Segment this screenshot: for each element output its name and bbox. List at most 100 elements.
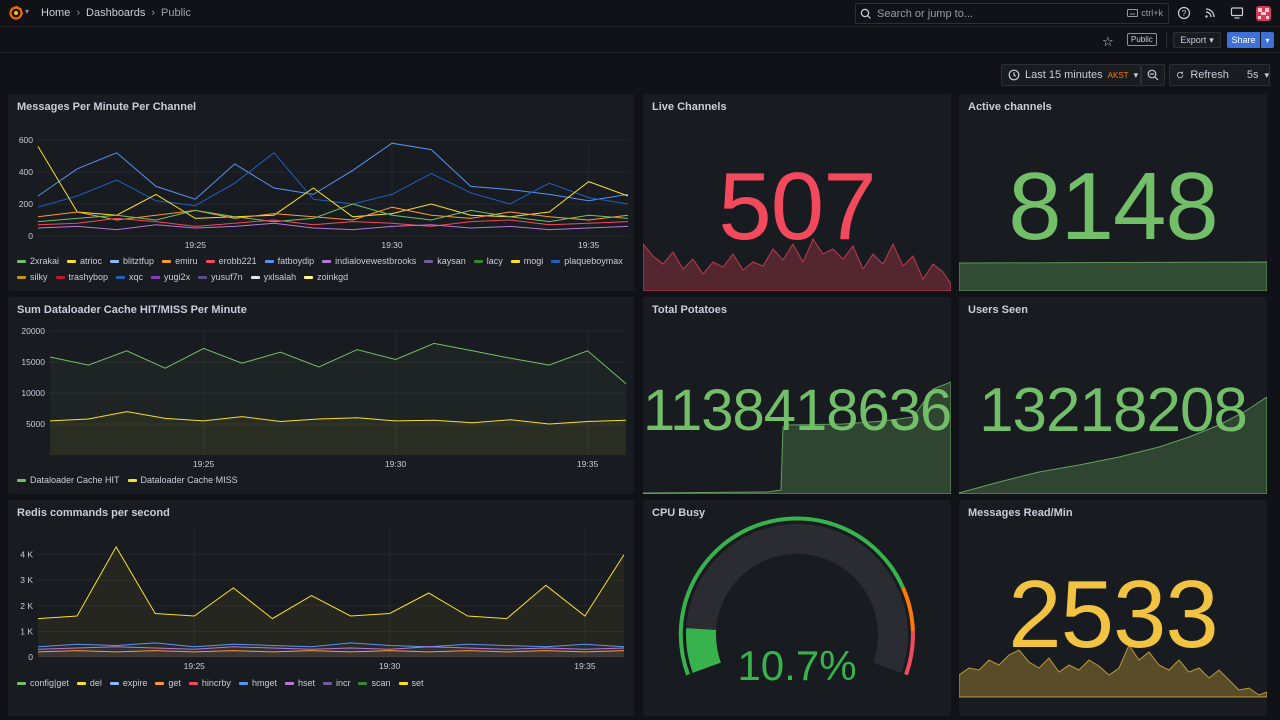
legend-label: blitztfup bbox=[123, 256, 155, 266]
legend-item-config-get[interactable]: config|get bbox=[17, 678, 69, 688]
y-tick-label: 15000 bbox=[21, 357, 45, 367]
cpu-gauge: 10.7% bbox=[678, 516, 915, 689]
user-avatar[interactable] bbox=[1256, 6, 1271, 21]
panel-dataloader-cache[interactable]: Sum Dataloader Cache HIT/MISS Per Minute… bbox=[8, 297, 634, 494]
legend-item-kaysan[interactable]: kaysan bbox=[424, 256, 466, 266]
panel-active-channels[interactable]: Active channels 8148 bbox=[959, 94, 1267, 291]
legend-swatch bbox=[17, 478, 26, 482]
help-icon[interactable]: ? bbox=[1177, 6, 1191, 20]
refresh-label: Refresh bbox=[1190, 69, 1229, 81]
legend-item-incr[interactable]: incr bbox=[322, 678, 350, 688]
share-dropdown-button[interactable]: ▾ bbox=[1261, 32, 1274, 48]
chart-legend: Dataloader Cache HIT Dataloader Cache MIS… bbox=[17, 475, 627, 485]
redis-timeseries-chart[interactable]: 0 1 K 2 K 3 K 4 K 19:25 19:30 19:35 bbox=[8, 500, 634, 676]
refresh-button[interactable]: Refresh 5s ▾ bbox=[1169, 64, 1270, 86]
refresh-interval[interactable]: 5s bbox=[1246, 69, 1259, 81]
export-label: Export bbox=[1180, 35, 1207, 45]
y-tick-label: 3 K bbox=[20, 575, 33, 585]
legend-label: atrioc bbox=[80, 256, 103, 266]
series-line-erobb221 bbox=[37, 217, 629, 227]
series-line-hmget bbox=[37, 642, 625, 648]
legend-item-yusuf7n[interactable]: yusuf7n bbox=[198, 272, 243, 282]
legend-swatch bbox=[322, 681, 332, 685]
legend-item-plaqueboymax[interactable]: plaqueboymax bbox=[551, 256, 623, 266]
legend-item-trashybop[interactable]: trashybop bbox=[55, 272, 109, 282]
legend-item-scan[interactable]: scan bbox=[358, 678, 391, 688]
legend-item-hset[interactable]: hset bbox=[284, 678, 315, 688]
legend-label: silky bbox=[30, 272, 48, 282]
export-button[interactable]: Export ▾ bbox=[1173, 32, 1221, 48]
y-tick-label: 20000 bbox=[21, 326, 45, 336]
legend-item-hmget[interactable]: hmget bbox=[238, 678, 277, 688]
legend-item-yugi2x[interactable]: yugi2x bbox=[151, 272, 190, 282]
legend-item-mogi[interactable]: mogi bbox=[510, 256, 543, 266]
legend-item-del[interactable]: del bbox=[76, 678, 102, 688]
panel-total-potatoes[interactable]: Total Potatoes 1138418636 bbox=[643, 297, 952, 494]
panel-title: Messages Read/Min bbox=[968, 507, 1073, 519]
x-tick-label: 19:30 bbox=[381, 240, 403, 250]
chevron-right-icon: › bbox=[76, 7, 81, 19]
legend-item-erobb221[interactable]: erobb221 bbox=[205, 256, 257, 266]
legend-swatch bbox=[510, 259, 520, 263]
grafana-logo-icon[interactable] bbox=[8, 5, 24, 21]
legend-label: xqc bbox=[129, 272, 144, 282]
legend-label: trashybop bbox=[68, 272, 109, 282]
legend-item-yxlsalah[interactable]: yxlsalah bbox=[250, 272, 296, 282]
x-tick-label: 19:25 bbox=[193, 459, 215, 469]
legend-item-fatboydip[interactable]: fatboydip bbox=[264, 256, 314, 266]
panel-live-channels[interactable]: Live Channels 507 bbox=[643, 94, 951, 291]
users-seen-sparkline bbox=[959, 396, 1267, 494]
panel-messages-read[interactable]: Messages Read/Min 2533 bbox=[959, 500, 1267, 716]
panel-title: Sum Dataloader Cache HIT/MISS Per Minute bbox=[17, 304, 247, 316]
legend-swatch bbox=[17, 275, 26, 279]
legend-item-lacy[interactable]: lacy bbox=[473, 256, 503, 266]
rss-feed-icon[interactable] bbox=[1203, 6, 1217, 20]
legend-item-expire[interactable]: expire bbox=[109, 678, 147, 688]
chevron-down-icon[interactable]: ▾ bbox=[25, 7, 30, 16]
chart-legend: 2xrakai atrioc blitztfup emiru erobb221 fatbo… bbox=[17, 256, 627, 282]
panel-cpu-busy[interactable]: CPU Busy 10.7% bbox=[643, 500, 951, 716]
legend-item-dataloader-cache-hit[interactable]: Dataloader Cache HIT bbox=[17, 475, 120, 485]
messages-timeseries-chart[interactable]: 0 200 400 600 19:25 19:30 19:35 bbox=[8, 94, 634, 256]
legend-item-blitztfup[interactable]: blitztfup bbox=[110, 256, 154, 266]
live-channels-sparkline bbox=[643, 237, 951, 291]
gauge-track bbox=[686, 523, 908, 673]
x-tick-label: 19:25 bbox=[185, 240, 207, 250]
x-tick-label: 19:30 bbox=[379, 661, 401, 671]
legend-item-set[interactable]: set bbox=[398, 678, 424, 688]
panel-redis-commands[interactable]: Redis commands per second 0 1 K 2 K 3 K 4 K 1… bbox=[8, 500, 634, 716]
legend-item-indialovewestbrooks[interactable]: indialovewestbrooks bbox=[322, 256, 416, 266]
keyboard-icon bbox=[1127, 9, 1139, 17]
legend-item-silky[interactable]: silky bbox=[17, 272, 48, 282]
search-input[interactable]: Search or jump to... ctrl+k bbox=[855, 3, 1169, 24]
share-button[interactable]: Share bbox=[1227, 32, 1260, 48]
legend-item-emiru[interactable]: emiru bbox=[162, 256, 198, 266]
avatar-pattern-icon bbox=[1258, 8, 1269, 19]
svg-text:?: ? bbox=[1182, 9, 1187, 18]
x-tick-label: 19:35 bbox=[578, 240, 600, 250]
y-tick-label: 200 bbox=[19, 199, 33, 209]
legend-item-dataloader-cache-miss[interactable]: Dataloader Cache MISS bbox=[127, 475, 238, 485]
legend-item-hincrby[interactable]: hincrby bbox=[188, 678, 231, 688]
legend-item-atrioc[interactable]: atrioc bbox=[67, 256, 102, 266]
legend-label: del bbox=[89, 678, 102, 688]
legend-item-2xrakai[interactable]: 2xrakai bbox=[17, 256, 59, 266]
breadcrumb-home[interactable]: Home bbox=[41, 7, 71, 19]
time-range-picker[interactable]: Last 15 minutes AKST ▾ bbox=[1001, 64, 1141, 86]
breadcrumb-dashboards[interactable]: Dashboards bbox=[86, 7, 146, 19]
legend-label: erobb221 bbox=[218, 256, 257, 266]
legend-item-zoinkgd[interactable]: zoinkgd bbox=[304, 272, 348, 282]
panel-users-seen[interactable]: Users Seen 13218208 bbox=[959, 297, 1267, 494]
monitor-icon[interactable] bbox=[1230, 6, 1244, 20]
chevron-down-icon: ▾ bbox=[1209, 34, 1214, 45]
dataloader-timeseries-chart[interactable]: 5000 10000 15000 20000 19:25 19:30 19:35 bbox=[8, 297, 634, 469]
zoom-out-button[interactable] bbox=[1141, 64, 1165, 86]
legend-item-get[interactable]: get bbox=[155, 678, 181, 688]
legend-item-xqc[interactable]: xqc bbox=[116, 272, 143, 282]
star-icon[interactable]: ☆ bbox=[1102, 34, 1114, 49]
stat-value: 2533 bbox=[1008, 561, 1219, 668]
stat-value: 1138418636 bbox=[643, 378, 952, 443]
legend-swatch bbox=[17, 259, 26, 263]
chevron-down-icon: ▾ bbox=[1265, 35, 1270, 45]
panel-messages-per-minute[interactable]: Messages Per Minute Per Channel 0 200 400 6… bbox=[8, 94, 634, 291]
